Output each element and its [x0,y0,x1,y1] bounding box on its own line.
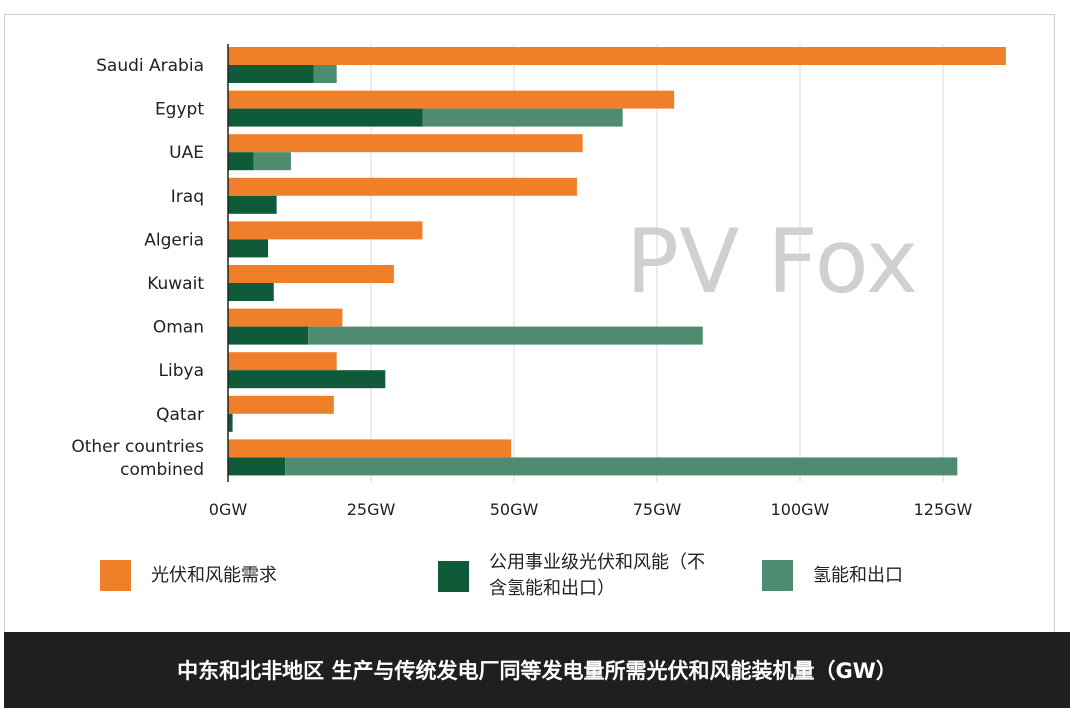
bar-utility-libya [228,370,386,389]
bar-demand-other-countries-combined [228,439,512,458]
bar-demand-iraq [228,177,577,196]
legend-label-hydrogen: 氢能和出口 [813,564,903,586]
category-label-other-countries-combined: Other countries [71,437,204,457]
category-label-qatar: Qatar [156,405,204,425]
x-tick-label: 50GW [490,500,539,519]
category-label-libya: Libya [159,361,204,381]
bar-hydrogen-saudi-arabia [313,65,337,83]
bar-utility-uae [228,152,254,171]
bar-utility-oman [228,326,309,345]
x-tick-label: 75GW [633,500,682,519]
category-label-egypt: Egypt [155,100,204,120]
legend-label-utility: 公用事业级光伏和风能（不 含氢能和出口） [489,550,705,602]
bar-hydrogen-other-countries-combined [285,457,958,476]
x-tick-label: 125GW [914,500,973,519]
bar-utility-saudi-arabia [228,65,314,83]
category-label-saudi-arabia: Saudi Arabia [96,56,204,76]
watermark: PV Fox [626,210,918,313]
legend-label-utility-line2: 含氢能和出口） [489,578,615,599]
bar-hydrogen-uae [253,152,291,171]
x-tick-label: 100GW [771,500,830,519]
category-label-algeria: Algeria [144,230,204,250]
bar-utility-iraq [228,195,277,214]
x-tick-label: 0GW [209,500,248,519]
x-tick-label: 25GW [347,500,396,519]
legend: 光伏和风能需求 公用事业级光伏和风能（不 含氢能和出口） 氢能和出口 [0,550,1080,610]
category-label-oman: Oman [153,318,204,338]
category-labels: Saudi Arabia Egypt UAE Iraq Algeria Kuwait Oma… [71,56,204,480]
bar-demand-uae [228,134,583,153]
bar-hydrogen-oman [308,326,703,345]
chart-title-bar: 中东和北非地区 生产与传统发电厂同等发电量所需光伏和风能装机量（GW） [4,632,1070,708]
bars-layer [228,47,1006,476]
bar-chart: PV Fox Saudi Arabia Egypt UAE Iraq Algeria Ku… [71,44,1006,519]
bar-demand-algeria [228,221,423,240]
bar-demand-saudi-arabia [228,47,1006,65]
legend-swatch-hydrogen [762,560,793,591]
legend-label-demand: 光伏和风能需求 [151,564,277,586]
bar-demand-qatar [228,395,334,414]
bar-utility-other-countries-combined [228,457,286,476]
legend-item-demand: 光伏和风能需求 [100,560,277,591]
bar-demand-oman [228,308,343,327]
bar-demand-egypt [228,90,675,109]
bar-utility-egypt [228,108,423,127]
chart-title: 中东和北非地区 生产与传统发电厂同等发电量所需光伏和风能装机量（GW） [177,659,897,683]
bar-demand-libya [228,352,337,371]
bar-utility-algeria [228,239,269,258]
bar-utility-qatar [228,413,233,432]
category-label-other-countries-combined: combined [120,460,204,480]
legend-label-utility-line1: 公用事业级光伏和风能（不 [489,552,705,573]
x-axis-tick-labels: 0GW 25GW 50GW 75GW 100GW 125GW [209,500,973,519]
legend-item-utility: 公用事业级光伏和风能（不 含氢能和出口） [438,550,705,602]
category-label-iraq: Iraq [171,187,204,207]
category-label-kuwait: Kuwait [147,274,204,294]
category-label-uae: UAE [169,143,204,163]
legend-swatch-utility [438,560,469,592]
bar-demand-kuwait [228,265,394,283]
legend-swatch-demand [100,560,131,591]
legend-item-hydrogen: 氢能和出口 [762,560,903,591]
bar-hydrogen-egypt [422,108,623,127]
bar-utility-kuwait [228,283,274,301]
